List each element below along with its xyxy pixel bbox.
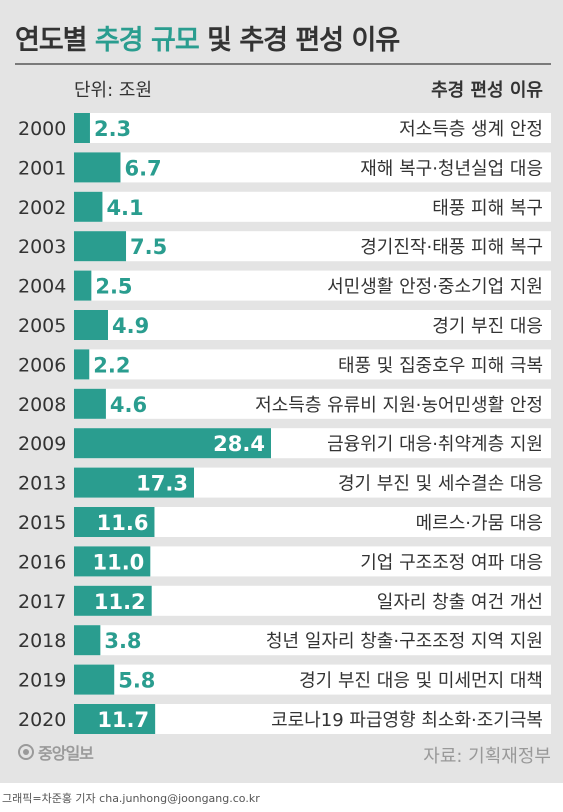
- year-label: 2013: [18, 473, 66, 495]
- year-label: 2003: [18, 236, 66, 258]
- chart-title: 연도별 추경 규모 및 추경 편성 이유: [15, 18, 400, 57]
- reason-label: 서민생활 안정·중소기업 지원: [327, 277, 543, 298]
- reason-label: 코로나19 파급영향 최소화·조기극복: [271, 710, 543, 731]
- reason-label: 기업 구조조정 여파 대응: [360, 552, 543, 573]
- year-label: 2015: [18, 512, 66, 534]
- reason-label: 경기 부진 및 세수결손 대응: [338, 474, 543, 495]
- value-label: 7.5: [130, 235, 167, 259]
- value-label: 2.5: [95, 275, 132, 299]
- reason-label: 태풍 및 집중호우 피해 극복: [338, 355, 543, 376]
- year-label: 2005: [18, 315, 66, 337]
- row-background: [74, 270, 551, 301]
- row-background: [74, 388, 551, 419]
- title-divider: [15, 63, 551, 65]
- year-label: 2006: [18, 354, 66, 376]
- value-label: 4.1: [106, 196, 143, 220]
- bar: [74, 428, 271, 459]
- bar: [74, 546, 151, 577]
- year-label: 2018: [18, 630, 66, 652]
- bar: [74, 310, 108, 340]
- value-label: 11.0: [92, 550, 144, 574]
- bar: [74, 349, 90, 380]
- reason-label: 저소득층 유류비 지원·농어민생활 안정: [255, 395, 543, 416]
- year-label: 2020: [18, 709, 66, 731]
- value-label: 6.7: [124, 156, 161, 180]
- bar: [74, 191, 103, 222]
- bar: [74, 270, 92, 301]
- year-label: 2009: [18, 433, 66, 455]
- reason-column-header: 추경 편성 이유: [431, 80, 543, 101]
- value-label: 3.8: [104, 629, 141, 653]
- row-background: [74, 231, 551, 262]
- bar: [74, 113, 90, 143]
- reason-label: 일자리 창출 여건 개선: [377, 592, 543, 613]
- value-label: 11.2: [94, 590, 146, 614]
- value-label: 17.3: [136, 472, 188, 496]
- bar: [74, 152, 121, 183]
- value-label: 5.8: [118, 669, 155, 693]
- graphic-credit: 그래픽=차준홍 기자 cha.junhong@joongang.co.kr: [2, 792, 260, 805]
- row-background: [74, 585, 551, 616]
- row-background: [74, 664, 551, 695]
- reason-label: 저소득층 생계 안정: [399, 119, 543, 140]
- row-background: [74, 625, 551, 656]
- year-label: 2004: [18, 276, 66, 298]
- value-label: 2.3: [94, 117, 131, 141]
- reason-label: 청년 일자리 창출·구조조정 지역 지원: [266, 631, 543, 652]
- infographic-panel: 연도별 추경 규모 및 추경 편성 이유 단위: 조원 추경 편성 이유 200…: [0, 0, 563, 783]
- value-label: 28.4: [213, 432, 265, 456]
- year-label: 2000: [18, 118, 66, 140]
- bar: [74, 467, 195, 498]
- row-background: [74, 152, 551, 183]
- logo-text: 중앙일보: [38, 744, 94, 763]
- bar: [74, 704, 156, 734]
- logo-icon: [18, 744, 34, 760]
- year-label: 2017: [18, 591, 66, 613]
- title-highlight: 추경 규모: [94, 25, 200, 56]
- value-label: 2.2: [93, 353, 130, 377]
- unit-label: 단위: 조원: [74, 80, 153, 101]
- bar: [74, 507, 155, 537]
- reason-label: 경기 부진 대응: [432, 316, 543, 337]
- title-suffix: 및 추경 편성 이유: [198, 25, 400, 56]
- value-label: 11.6: [97, 511, 149, 535]
- year-label: 2008: [18, 394, 66, 416]
- bar: [74, 231, 127, 262]
- bar-chart: 2000 2.3 저소득층 생계 안정 2001 6.7 재해 복구·청년실업 대응 200…: [18, 113, 551, 734]
- row-background: [74, 546, 551, 577]
- year-label: 2019: [18, 670, 66, 692]
- row-background: [74, 310, 551, 340]
- bar: [74, 388, 106, 419]
- row-background: [74, 191, 551, 222]
- reason-label: 메르스·가뭄 대응: [416, 513, 543, 534]
- bar: [74, 664, 115, 695]
- value-label: 4.6: [110, 393, 147, 417]
- bar: [74, 585, 152, 616]
- reason-label: 경기 부진 대응 및 미세먼지 대책: [299, 671, 543, 692]
- row-background: [74, 349, 551, 380]
- year-label: 2001: [18, 157, 66, 179]
- row-background: [74, 113, 551, 143]
- reason-label: 태풍 피해 복구: [432, 198, 543, 219]
- title-prefix: 연도별: [15, 25, 95, 56]
- value-label: 11.7: [97, 708, 149, 732]
- reason-label: 금융위기 대응·취약계층 지원: [327, 434, 543, 455]
- value-label: 4.9: [112, 314, 149, 338]
- bar: [74, 625, 101, 656]
- reason-label: 경기진작·태풍 피해 복구: [360, 237, 543, 258]
- year-label: 2002: [18, 197, 66, 219]
- reason-label: 재해 복구·청년실업 대응: [360, 158, 543, 179]
- publisher-logo: 중앙일보: [18, 740, 94, 764]
- source-note: 자료: 기획재정부: [423, 746, 551, 767]
- year-label: 2016: [18, 551, 66, 573]
